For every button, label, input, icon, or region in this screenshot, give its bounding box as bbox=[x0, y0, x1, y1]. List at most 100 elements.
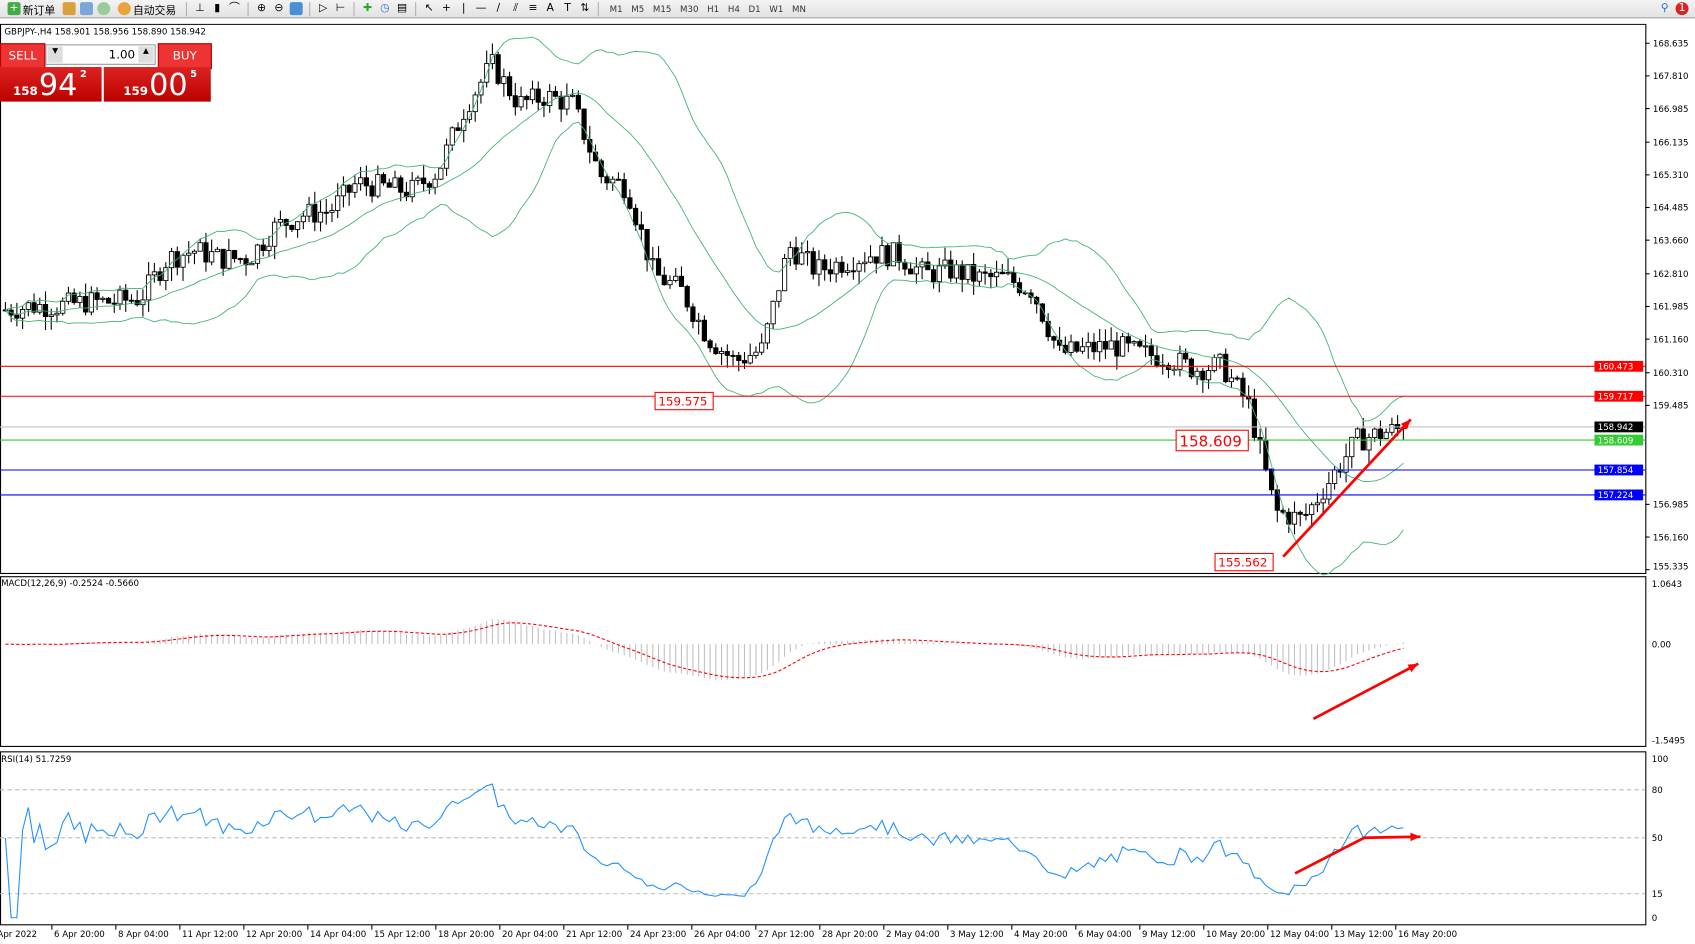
notification-icon[interactable]: 1 bbox=[1675, 2, 1689, 16]
auto-trading-button[interactable]: 自动交易 bbox=[115, 1, 180, 17]
bull-candle bbox=[1217, 353, 1223, 358]
candlestick-icon[interactable]: ▮ bbox=[214, 2, 221, 15]
crosshair-icon[interactable]: + bbox=[441, 2, 451, 15]
cursor-icon[interactable]: ↖ bbox=[424, 2, 434, 15]
timeframe-m5[interactable]: M5 bbox=[631, 3, 645, 14]
line-chart-icon[interactable]: ⌒ bbox=[229, 2, 240, 15]
bull-candle bbox=[60, 300, 66, 314]
bear-candle bbox=[581, 108, 587, 140]
price-level-badge bbox=[1594, 360, 1644, 372]
bull-candle bbox=[770, 300, 776, 325]
time-axis-label: 26 Apr 04:00 bbox=[694, 930, 750, 940]
bar-chart-icon[interactable]: ⊥ bbox=[195, 2, 205, 15]
zoom-in-icon[interactable]: ⊕ bbox=[257, 2, 267, 15]
bear-candle bbox=[134, 300, 140, 306]
buy-button[interactable]: BUY bbox=[157, 43, 212, 70]
separator bbox=[247, 1, 249, 16]
bear-candle bbox=[902, 261, 908, 270]
timeframe-h1[interactable]: H1 bbox=[707, 3, 720, 14]
bear-candle bbox=[111, 302, 117, 305]
bull-candle bbox=[300, 215, 306, 223]
timeframe-h4[interactable]: H4 bbox=[727, 3, 740, 14]
indicators-icon[interactable]: ✚ bbox=[362, 2, 373, 15]
bull-candle bbox=[1068, 341, 1074, 353]
bear-candle bbox=[959, 264, 965, 280]
bear-candle bbox=[724, 351, 730, 356]
sell-price[interactable]: 158 94 2 bbox=[0, 67, 102, 103]
templates-icon[interactable]: ▤ bbox=[397, 2, 408, 15]
bear-candle bbox=[615, 178, 622, 181]
bull-candle bbox=[489, 54, 495, 65]
bear-candle bbox=[633, 207, 639, 226]
trendline-icon[interactable]: / bbox=[496, 2, 501, 15]
bear-candle bbox=[707, 340, 713, 349]
bull-candle bbox=[650, 258, 656, 261]
search-icon[interactable]: ⚲ bbox=[1660, 2, 1669, 15]
bear-candle bbox=[346, 184, 352, 193]
arrows-icon[interactable]: ⇅ bbox=[580, 2, 590, 15]
bull-candle bbox=[329, 210, 335, 213]
bull-candle bbox=[856, 263, 862, 272]
timeframe-mn[interactable]: MN bbox=[792, 3, 806, 14]
new-order-button[interactable]: + 新订单 bbox=[7, 2, 56, 17]
bull-candle bbox=[1354, 428, 1361, 438]
chart-area[interactable]: 168.635 167.810 166.985 166.135 165.310 164.4… bbox=[0, 23, 1695, 944]
bull-candle bbox=[1309, 504, 1315, 516]
bull-candle bbox=[965, 264, 971, 280]
chart-shift-icon[interactable]: ⊢ bbox=[335, 2, 346, 15]
bull-candle bbox=[1372, 428, 1378, 438]
time-axis-label: 12 Apr 20:00 bbox=[246, 930, 302, 940]
bull-candle bbox=[186, 252, 192, 256]
volume-increase-icon[interactable]: ▲ bbox=[138, 46, 154, 63]
price-level-value: 157.224 bbox=[1598, 491, 1634, 501]
time-axis-label: 2 May 04:00 bbox=[886, 930, 940, 940]
timeframe-m30[interactable]: M30 bbox=[680, 3, 699, 14]
bear-candle bbox=[386, 182, 392, 188]
fibonacci-icon[interactable]: ≡ bbox=[528, 2, 538, 15]
time-axis-label: 13 May 12:00 bbox=[1334, 930, 1393, 940]
sell-button[interactable]: SELL bbox=[0, 43, 46, 70]
volume-decrease-icon[interactable]: ▼ bbox=[47, 46, 63, 63]
bear-candle bbox=[94, 292, 100, 300]
channel-icon[interactable]: ⫽ bbox=[513, 2, 519, 15]
text-icon[interactable]: A bbox=[546, 2, 554, 15]
timeframe-w1[interactable]: W1 bbox=[769, 3, 784, 14]
buy-price[interactable]: 159 00 5 bbox=[103, 67, 211, 103]
bear-candle bbox=[1114, 340, 1120, 357]
price-level-value: 158.609 bbox=[1598, 436, 1634, 446]
time-axis-label: 24 Apr 23:00 bbox=[630, 930, 686, 940]
zoom-out-icon[interactable]: ⊖ bbox=[274, 2, 284, 15]
price-axis-label: 161.160 bbox=[1653, 335, 1689, 345]
tile-windows-icon[interactable] bbox=[289, 2, 303, 16]
bear-candle bbox=[1102, 341, 1109, 350]
bull-candle bbox=[317, 211, 324, 223]
candles bbox=[2, 43, 1406, 535]
bear-candle bbox=[289, 225, 295, 230]
price-axis-label: 155.335 bbox=[1653, 563, 1689, 573]
bear-candle bbox=[123, 289, 129, 301]
horizontal-line-icon[interactable]: — bbox=[475, 2, 487, 15]
periods-icon[interactable]: ◷ bbox=[380, 2, 390, 15]
bull-candle bbox=[1383, 431, 1389, 439]
market-watch-icon[interactable] bbox=[62, 2, 76, 16]
bear-candle bbox=[971, 264, 977, 282]
signals-icon[interactable] bbox=[97, 2, 111, 16]
vertical-line-icon[interactable]: | bbox=[461, 2, 466, 15]
timeframe-d1[interactable]: D1 bbox=[748, 3, 761, 14]
time-axis-label: 12 May 04:00 bbox=[1270, 930, 1329, 940]
bear-candle bbox=[1234, 377, 1240, 380]
bull-candle bbox=[1343, 456, 1349, 473]
timeframe-m15[interactable]: M15 bbox=[652, 3, 672, 14]
navigator-icon[interactable] bbox=[79, 2, 93, 16]
bull-candle bbox=[1120, 336, 1126, 357]
bull-candle bbox=[65, 292, 72, 302]
bear-candle bbox=[1051, 336, 1057, 341]
macd-label: MACD(12,26,9) -0.2524 -0.5660 bbox=[1, 578, 140, 589]
bull-candle bbox=[1366, 437, 1372, 451]
auto-scroll-icon[interactable]: ▷ bbox=[319, 2, 328, 15]
timeframe-m1[interactable]: M1 bbox=[609, 3, 623, 14]
bear-candle bbox=[930, 269, 937, 283]
time-axis-label: 14 Apr 04:00 bbox=[310, 930, 366, 940]
volume-input[interactable]: 1.00 ▼ ▲ bbox=[45, 44, 156, 65]
text-label-icon[interactable]: T bbox=[564, 2, 571, 15]
